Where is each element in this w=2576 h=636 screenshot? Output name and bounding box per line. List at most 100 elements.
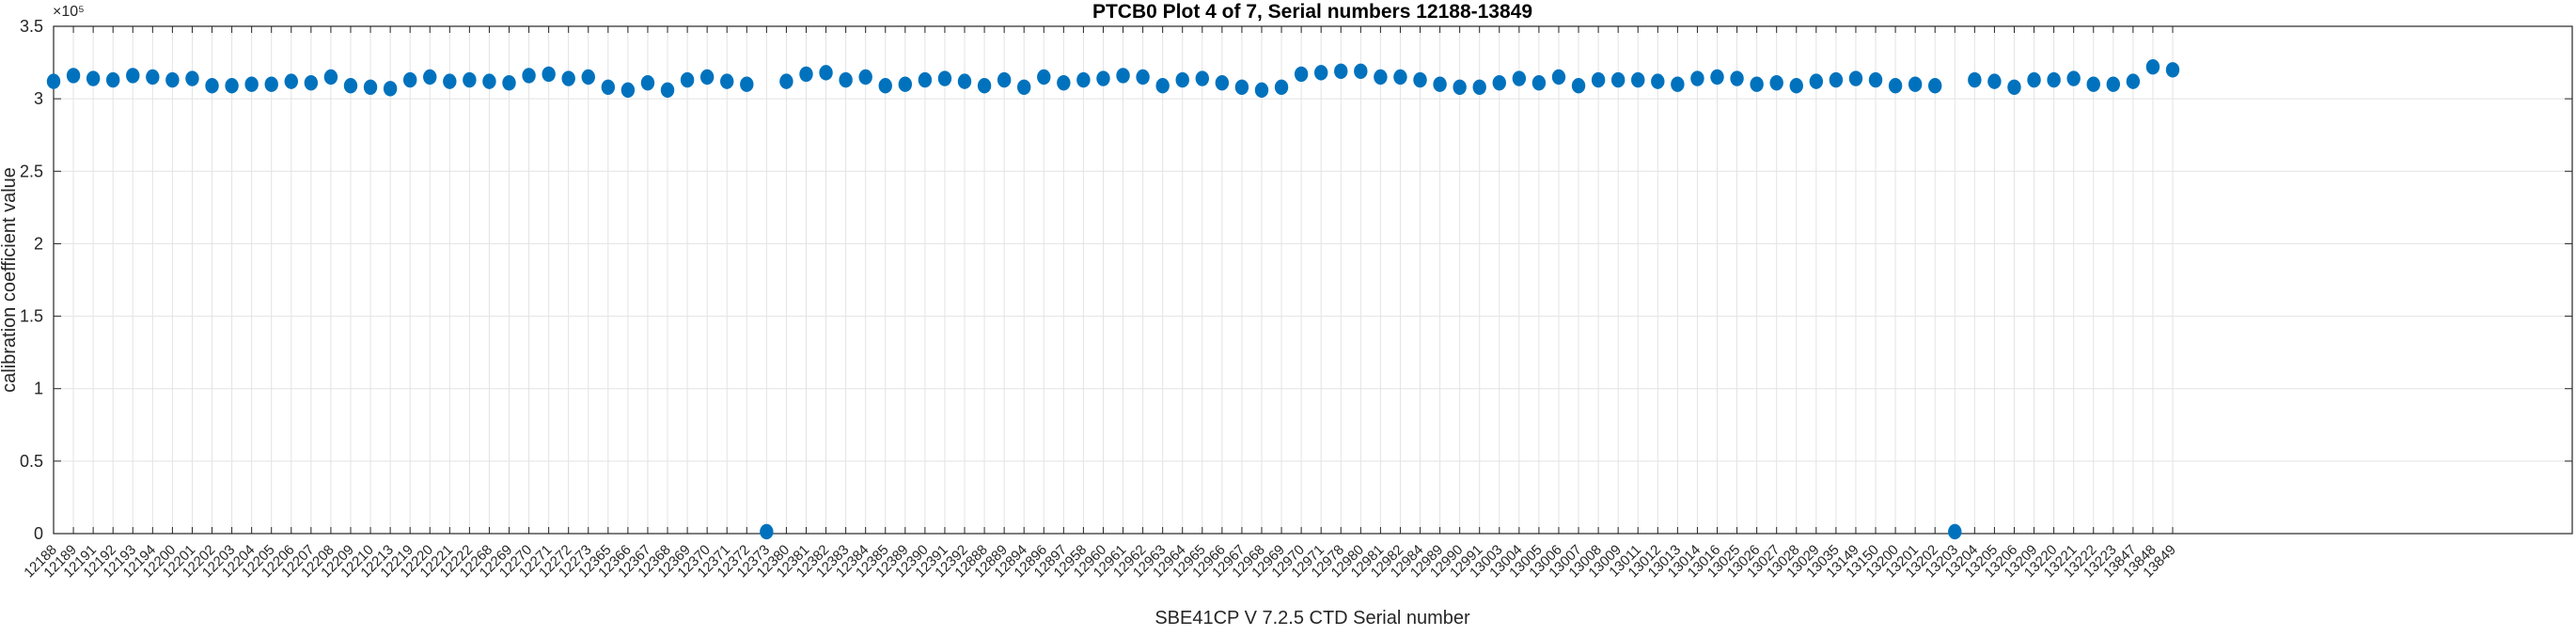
data-point [1354,63,1368,80]
data-point [561,70,575,86]
data-point [205,78,219,94]
data-point [1571,78,1586,94]
data-point [878,78,892,94]
data-point [1968,71,1982,88]
data-point [699,69,715,85]
data-point [343,78,358,94]
data-point [2165,62,2180,78]
data-point [1690,70,1704,86]
data-points-layer [46,58,2180,540]
data-point [620,82,636,99]
data-point [720,73,734,89]
data-point [1710,69,1724,85]
y-tick-label: 3 [34,89,43,108]
data-point [1037,69,1051,85]
data-point [542,66,556,83]
y-tick-label: 2 [34,234,43,253]
data-point [1294,66,1309,83]
data-point [146,69,160,85]
data-point [1374,69,1388,85]
y-tick-label: 2.5 [20,162,43,180]
data-point [1610,71,1626,88]
data-point [502,74,516,91]
data-point [1651,73,1665,89]
data-point [1928,78,1942,94]
data-point [1175,71,1189,88]
data-point [1057,74,1071,91]
data-point [740,76,754,92]
data-point [2047,71,2061,88]
data-point [760,523,774,540]
data-point [1868,71,1883,88]
data-point [839,71,853,88]
tickmark-layer [53,25,2572,535]
axes-box [53,25,2573,535]
data-point [779,73,793,89]
data-point [1888,78,1903,94]
data-point [1769,74,1783,91]
data-point [463,71,477,88]
data-point [1551,69,1566,85]
data-point [244,76,259,92]
data-point [1116,68,1130,84]
data-point [2145,58,2160,75]
axes-box-layer [53,25,2573,535]
data-point [1848,70,1863,86]
data-point [1136,69,1150,85]
data-point [1631,71,1645,88]
data-point [1234,79,1249,96]
data-point [165,71,180,88]
y-tick-label: 0 [34,524,43,543]
data-point [323,69,338,85]
data-point [264,76,278,92]
data-point [858,69,872,85]
data-point [1076,71,1091,88]
data-point [1155,78,1170,94]
data-point [402,71,417,88]
data-point [1274,79,1289,96]
data-point [1215,74,1230,91]
data-point [1591,71,1606,88]
data-point [1809,73,1824,89]
data-point [2106,76,2121,92]
data-point [1671,76,1685,92]
data-point [640,74,655,91]
data-point [1313,65,1328,81]
data-point [918,71,933,88]
data-point [1334,63,1348,80]
data-point [304,74,319,91]
data-point [225,78,239,94]
data-point [1730,70,1744,86]
data-point [126,68,140,84]
data-point [1512,70,1527,86]
data-point [1195,70,1209,86]
data-point [2027,71,2041,88]
data-point [105,71,120,88]
data-point [1433,76,1447,92]
y-tick-label-layer: 0 0.5 1 1.5 2 2.5 3 3.5 [20,17,43,543]
data-point [799,66,813,83]
data-point [2066,70,2081,86]
data-point [1413,71,1427,88]
data-point [660,82,675,99]
data-point [46,73,61,89]
x-axis-label: SBE41CP V 7.2.5 CTD Serial number [1154,608,1470,628]
data-point [1254,82,1269,99]
data-point [1393,69,1407,85]
data-point [1096,70,1110,86]
data-point [522,68,536,84]
data-point [1492,74,1506,91]
data-point [482,73,496,89]
data-point [383,81,398,97]
data-point [937,70,952,86]
y-tick-label: 3.5 [20,17,43,36]
data-point [1987,73,2002,89]
data-point [1472,79,1486,96]
data-point [601,79,616,96]
grid-layer [53,25,2572,535]
data-point [819,65,833,81]
plot-title: PTCB0 Plot 4 of 7, Serial numbers 12188-… [1092,1,1532,23]
data-point [66,68,81,84]
data-point [284,73,298,89]
